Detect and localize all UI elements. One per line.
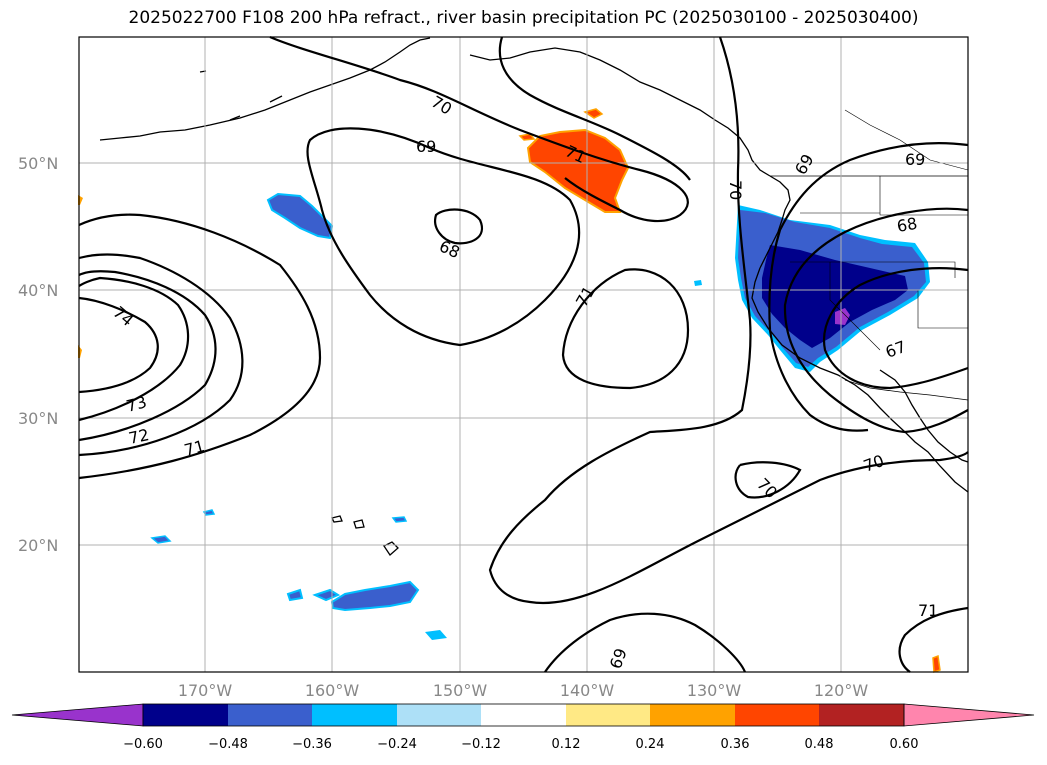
contour-71-main [78,213,322,480]
contour-label: 69 [905,150,925,169]
contour-east-70 [488,36,969,605]
latitude-labels: 50°N 40°N 30°N 20°N [18,154,58,555]
island-aleutian-2 [229,115,241,121]
precip-area-hawaii-mid [312,588,341,602]
contour-label: 71 [572,283,599,310]
contour-71-south [898,606,969,673]
island-hawaii-1 [383,541,399,556]
precip-area-small-5 [694,280,702,286]
contour-label: 70 [428,92,455,119]
colorbar-segment [397,704,481,726]
colorbar-segment [228,704,312,726]
colorbar-tick-label: 0.24 [636,737,665,752]
colorbar-tick-label: −0.36 [292,737,332,752]
precip-area-hawaii-east [330,580,420,612]
colorbar-tick-label: 0.60 [890,737,919,752]
coastline-alaska [99,37,431,141]
contour-label: 71 [182,436,207,460]
colorbar-tick-label: 0.12 [552,737,581,752]
precipitation-fields [78,108,941,674]
contour-label: 72 [127,425,151,448]
graticule [79,37,968,672]
colorbar-segment [566,704,650,726]
colorbar-segment [650,704,735,726]
contour-74 [78,296,159,394]
lon-label-130w: 130°W [687,681,742,700]
contour-label: 71 [918,601,938,620]
longitude-labels: 170°W 160°W 150°W 140°W 130°W 120°W [178,681,869,700]
coastline-pnw [759,175,791,269]
colorbar-extend-high [903,703,1035,727]
precip-area-north-pacific [266,192,334,240]
precip-area-small-1 [425,630,447,640]
refractivity-contours [78,35,969,673]
coastline-california [751,267,969,493]
coastlines [99,37,969,556]
contour-east-68 [783,207,969,434]
lat-label-40n: 40°N [18,281,58,300]
contour-labels: 70 69 68 71 74 73 72 71 71 70 69 68 67 7… [109,92,938,671]
precip-area-small-4 [391,516,408,523]
border-state-1 [879,176,968,216]
colorbar-segment [819,704,904,726]
precip-area-gulf-of-alaska [526,128,630,213]
lon-label-140w: 140°W [560,681,615,700]
colorbar-extend-low [11,703,144,727]
border-mexico [844,379,969,401]
contour-label: 69 [791,151,818,178]
colorbar-tick-label: −0.60 [123,737,163,752]
precip-area-west-us-peak [835,308,850,325]
border-state-5 [917,290,968,329]
contour-label: 67 [883,337,909,362]
island-hawaii-3 [331,515,343,523]
contour-69-ring [306,127,581,347]
colorbar-tick-label: −0.24 [377,737,417,752]
lat-label-30n: 30°N [18,409,58,428]
lon-label-150w: 150°W [433,681,488,700]
lat-label-20n: 20°N [18,536,58,555]
colorbar-outline [142,703,905,727]
contour-label: 70 [861,451,887,476]
contour-70 [269,35,691,223]
precip-area-gulf-small [583,108,604,119]
border-state-3 [790,261,956,278]
contour-label: 73 [124,392,149,416]
lon-label-160w: 160°W [305,681,360,700]
colorbar-segment [312,704,397,726]
island-hawaii-2 [353,519,365,529]
precip-area-gulf-small-2 [518,133,536,141]
contour-label: 70 [726,180,745,200]
precip-area-small-6 [932,654,941,674]
coastline-alaska-south [469,47,771,177]
contour-68-ring [434,208,483,245]
map-title: 2025022700 F108 200 hPa refract., river … [128,8,919,28]
contour-east-67 [822,267,969,390]
contour-label: 68 [436,236,462,262]
lat-label-50n: 50°N [18,154,58,173]
colorbar-segment [143,704,228,726]
contour-69-south [544,612,747,673]
contour-70-south [734,461,802,499]
lon-label-120w: 120°W [814,681,869,700]
border-state-4 [829,262,881,351]
precip-area-small-2 [150,535,172,544]
colorbar-tick-label: −0.48 [208,737,248,752]
contour-label: 69 [606,646,631,672]
contour-east-69 [768,142,969,432]
colorbar-segment [481,704,566,726]
contour-label: 68 [895,214,918,236]
colorbar-tick-label: −0.12 [461,737,501,752]
colorbar-segment [735,704,819,726]
contour-71-inner [561,268,690,390]
lon-label-170w: 170°W [178,681,233,700]
colorbar-tick-label: 0.36 [721,737,750,752]
colorbar: −0.60 −0.48 −0.36 −0.24 −0.12 0.12 0.24 … [11,703,1035,752]
island-aleutian-3 [269,95,283,103]
precip-area-hawaii-west [286,588,304,602]
colorbar-tick-label: 0.48 [805,737,834,752]
map-frame [78,36,969,673]
contour-label: 69 [416,137,436,156]
